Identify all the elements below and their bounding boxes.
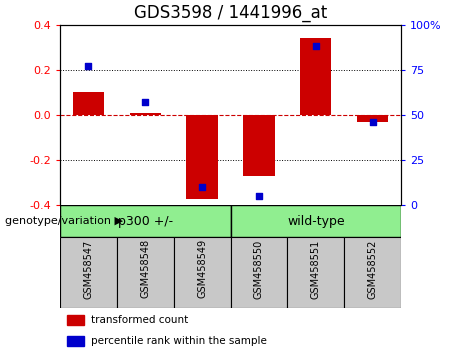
Text: percentile rank within the sample: percentile rank within the sample [91, 336, 266, 346]
Text: GSM458550: GSM458550 [254, 239, 264, 298]
Bar [230, 237, 287, 308]
Bar [60, 205, 230, 237]
Bar [344, 237, 401, 308]
Bar [60, 237, 117, 308]
Text: genotype/variation ▶: genotype/variation ▶ [5, 216, 123, 226]
Text: GSM458551: GSM458551 [311, 239, 321, 298]
Bar [117, 237, 174, 308]
Title: GDS3598 / 1441996_at: GDS3598 / 1441996_at [134, 4, 327, 22]
Point [85, 63, 92, 69]
Bar [73, 92, 104, 115]
Bar [130, 113, 161, 115]
Point [198, 184, 206, 190]
Point [142, 99, 149, 105]
Bar [243, 115, 275, 176]
Text: p300 +/-: p300 +/- [118, 215, 173, 228]
Text: GSM458548: GSM458548 [140, 239, 150, 298]
Bar [186, 115, 218, 199]
Bar [300, 38, 331, 115]
Bar [67, 315, 84, 325]
Bar [357, 115, 388, 122]
Text: wild-type: wild-type [287, 215, 344, 228]
Text: GSM458549: GSM458549 [197, 239, 207, 298]
Point [369, 119, 376, 125]
Point [255, 193, 263, 199]
Text: GSM458552: GSM458552 [367, 239, 378, 299]
Text: transformed count: transformed count [91, 315, 188, 325]
Bar [230, 205, 401, 237]
Bar [287, 237, 344, 308]
Bar [174, 237, 230, 308]
Point [312, 44, 319, 49]
Text: GSM458547: GSM458547 [83, 239, 94, 298]
Bar [67, 336, 84, 346]
